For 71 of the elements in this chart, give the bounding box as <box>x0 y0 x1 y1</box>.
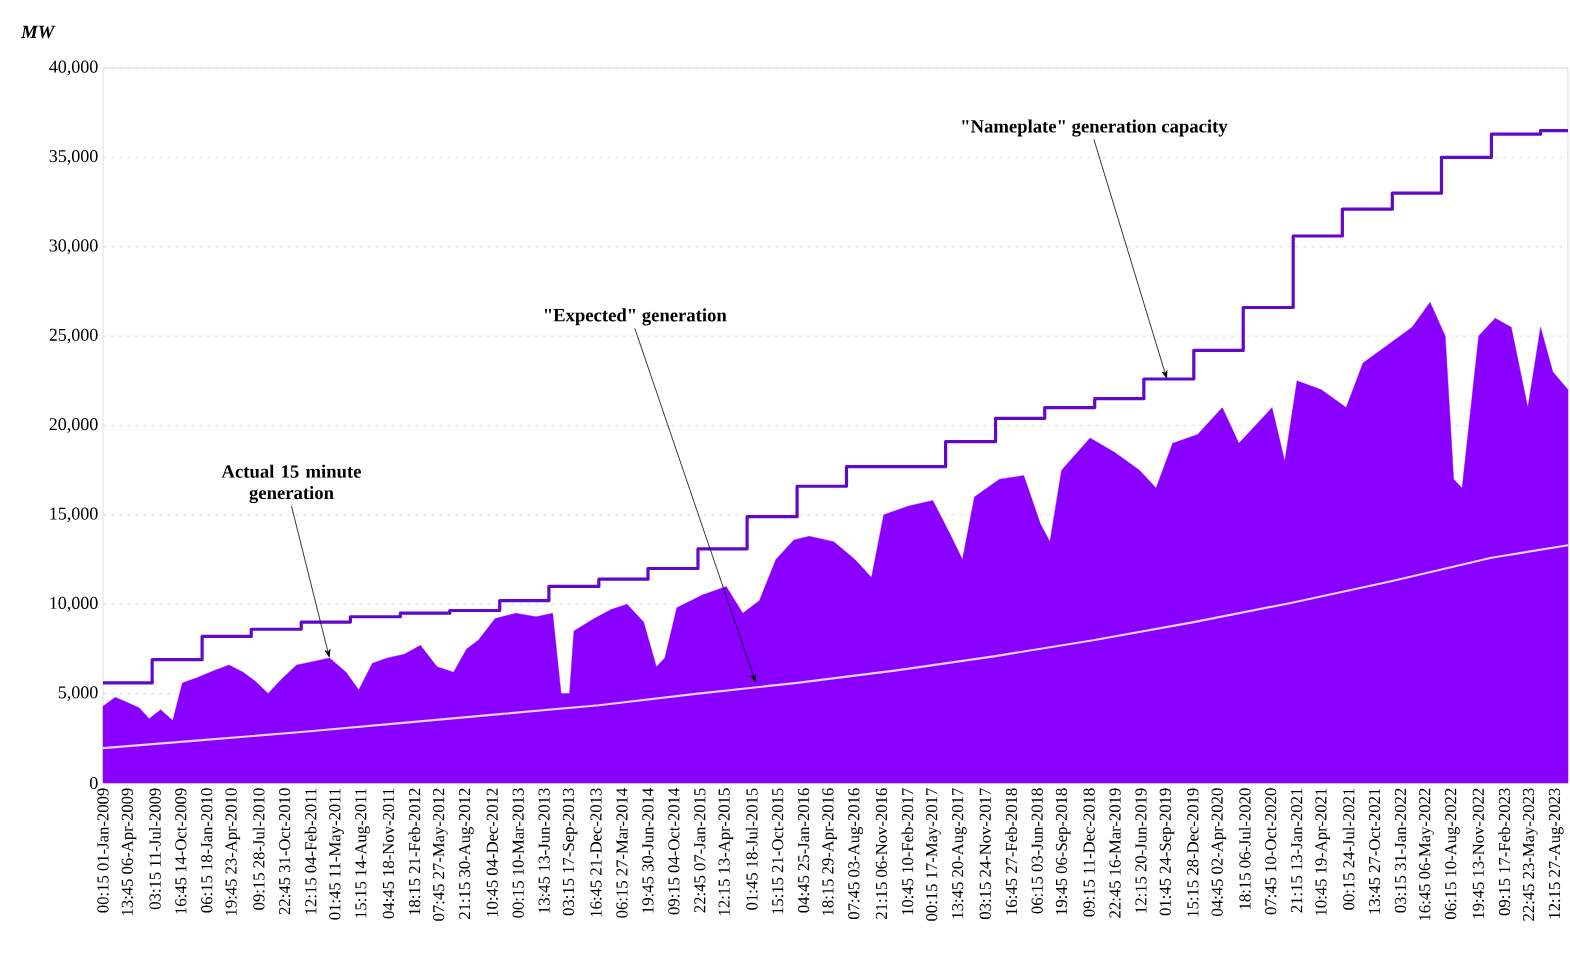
x-tick-label: 18:15 21-Feb-2012 <box>408 788 421 915</box>
x-tick-label: 07:45 27-May-2012 <box>433 788 448 921</box>
x-tick-label: 04:45 25-Jan-2016 <box>797 788 810 913</box>
x-tick-label: 10:45 19-Apr-2021 <box>1315 788 1330 916</box>
x-tick-label: 21:15 13-Jan-2021 <box>1291 788 1303 913</box>
x-tick-label: 13:45 13-Jun-2013 <box>538 788 550 913</box>
x-tick-label: 21:15 06-Nov-2016 <box>875 788 888 919</box>
x-tick-label: 13:45 06-Apr-2009 <box>121 788 137 916</box>
x-tick-label: 13:45 27-Oct-2021 <box>1368 788 1381 914</box>
x-tick-label: 06:15 10-Aug-2022 <box>1445 788 1460 920</box>
annotation: "Expected" generation <box>544 308 727 326</box>
x-tick-label: 12:15 27-Aug-2023 <box>1548 788 1564 919</box>
x-tick-label: 16:45 06-May-2022 <box>1419 788 1434 921</box>
x-tick-label: 15:15 14-Aug-2011 <box>355 788 370 918</box>
x-tick-label: 06:15 03-Jun-2018 <box>1031 788 1043 914</box>
x-tick-label: 00:15 10-Mar-2013 <box>512 788 524 918</box>
x-tick-label: 03:15 24-Nov-2017 <box>979 788 991 920</box>
x-tick-label: 10:45 10-Feb-2017 <box>901 788 914 915</box>
y-tick-label: 20,000 <box>49 418 98 433</box>
x-tick-label: 06:15 27-Mar-2014 <box>616 787 628 918</box>
x-tick-label: 18:15 29-Apr-2016 <box>822 788 837 916</box>
y-tick-label: 35,000 <box>49 149 98 165</box>
x-tick-label: 12:15 20-Jun-2019 <box>1135 788 1147 913</box>
x-tick-label: 03:15 17-Sep-2013 <box>562 788 578 916</box>
x-tick-label: 12:15 04-Feb-2011 <box>304 788 317 914</box>
x-tick-label: 22:45 07-Jan-2015 <box>694 788 706 913</box>
x-tick-label: 07:45 10-Oct-2020 <box>1265 788 1277 915</box>
x-tick-label: 07:45 03-Aug-2016 <box>848 788 863 920</box>
x-tick-label: 09:15 17-Feb-2023 <box>1498 788 1511 916</box>
y-tick-label: 40,000 <box>49 60 98 76</box>
y-tick-label: 25,000 <box>49 328 98 344</box>
x-tick-label: 03:15 31-Jan-2022 <box>1394 788 1407 913</box>
y-tick-label: 5,000 <box>58 686 98 701</box>
x-tick-label: 19:45 06-Sep-2018 <box>1055 788 1071 915</box>
x-tick-label: 09:15 04-Oct-2014 <box>668 787 680 915</box>
x-tick-label: 22:45 31-Oct-2010 <box>279 788 291 915</box>
x-tick-label: 09:15 28-Jul-2010 <box>252 788 265 910</box>
y-tick-label: 30,000 <box>49 239 98 255</box>
x-tick-label: 01:45 18-Jul-2015 <box>745 788 758 910</box>
x-tick-label: 00:15 24-Jul-2021 <box>1342 788 1355 910</box>
y-tick-label: 10,000 <box>50 596 98 612</box>
x-tick-label: 03:15 11-Jul-2009 <box>149 788 161 910</box>
x-tick-label: 04:45 18-Nov-2011 <box>382 788 395 919</box>
x-tick-label: 19:45 23-Apr-2010 <box>225 788 241 916</box>
x-tick-label: 19:45 30-Jun-2014 <box>642 787 654 913</box>
x-tick-label: 13:45 20-Aug-2017 <box>952 788 967 919</box>
x-tick-label: 01:45 11-May-2011 <box>329 788 344 920</box>
annotation: "Nameplate" generation capacity <box>962 119 1228 137</box>
x-tick-label: 22:45 23-May-2023 <box>1522 788 1538 921</box>
x-tick-label: 04:45 02-Apr-2020 <box>1211 788 1227 916</box>
x-tick-label: 16:45 14-Oct-2009 <box>175 788 187 914</box>
y-axis-title: MW <box>20 25 56 39</box>
x-tick-label: 18:15 06-Jul-2020 <box>1238 788 1251 909</box>
x-tick-label: 16:45 27-Feb-2018 <box>1005 788 1018 915</box>
x-tick-label: 21:15 30-Aug-2012 <box>458 788 474 919</box>
x-tick-label: 10:45 04-Dec-2012 <box>486 788 498 917</box>
y-tick-label: 0 <box>89 776 98 790</box>
y-tick-label: 15,000 <box>50 507 98 523</box>
x-tick-label: 00:15 01-Jan-2009 <box>97 788 109 913</box>
x-tick-label: 22:45 16-Mar-2019 <box>1109 788 1121 918</box>
annotation: Actual 15 minute generation <box>221 464 361 504</box>
x-tick-label: 12:15 13-Apr-2015 <box>718 788 734 916</box>
x-tick-label: 15:15 21-Oct-2015 <box>772 788 784 914</box>
x-tick-label: 00:15 17-May-2017 <box>926 788 941 921</box>
x-tick-label: 09:15 11-Dec-2018 <box>1083 788 1095 917</box>
x-tick-label: 01:45 24-Sep-2019 <box>1159 788 1175 916</box>
x-tick-label: 19:45 13-Nov-2022 <box>1472 788 1484 919</box>
x-tick-label: 16:45 21-Dec-2013 <box>590 788 602 917</box>
x-tick-label: 15:15 28-Dec-2019 <box>1187 788 1199 917</box>
line-series <box>101 544 1570 750</box>
x-tick-label: 06:15 18-Jan-2010 <box>201 788 213 913</box>
